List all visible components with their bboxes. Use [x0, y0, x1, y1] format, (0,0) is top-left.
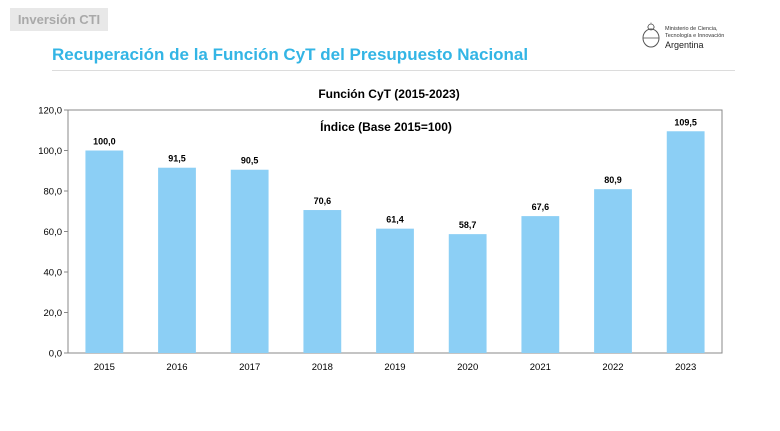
- x-tick-label: 2018: [312, 362, 333, 373]
- bar: [594, 189, 632, 353]
- x-tick-label: 2019: [384, 362, 405, 373]
- y-tick-label: 100,0: [38, 146, 62, 157]
- y-tick-label: 0,0: [49, 349, 62, 360]
- logo-line-2: Tecnología e Innovación: [665, 33, 725, 39]
- bar: [158, 167, 196, 353]
- logo-line-1: Ministerio de Ciencia,: [665, 26, 718, 32]
- section-tag: Inversión CTI: [10, 8, 108, 31]
- bar-value-label: 80,9: [604, 175, 622, 185]
- x-tick-label: 2015: [94, 362, 115, 373]
- bar: [666, 131, 705, 353]
- bar-value-label: 70,6: [314, 196, 332, 206]
- y-tick-label: 120,0: [38, 106, 62, 117]
- argentina-seal-icon: [642, 22, 660, 48]
- chart-title: Función CyT (2015-2023): [318, 87, 459, 101]
- page-title: Recuperación de la Función CyT del Presu…: [52, 45, 529, 64]
- x-tick-label: 2020: [457, 362, 478, 373]
- bar: [521, 216, 560, 353]
- ministry-logo: Ministerio de Ciencia, Tecnología e Inno…: [640, 22, 740, 54]
- y-tick-label: 20,0: [44, 308, 63, 319]
- x-tick-label: 2016: [166, 362, 187, 373]
- bar-value-label: 58,7: [459, 220, 477, 230]
- x-tick-label: 2017: [239, 362, 260, 373]
- bar: [376, 228, 414, 353]
- x-tick-label: 2023: [675, 362, 696, 373]
- chart-subtitle: Índice (Base 2015=100): [320, 119, 452, 134]
- bar: [85, 150, 124, 353]
- y-tick-label: 80,0: [44, 187, 63, 198]
- bar: [230, 169, 269, 353]
- logo-country: Argentina: [665, 40, 704, 50]
- logo-text: Ministerio de Ciencia, Tecnología e Inno…: [665, 26, 724, 50]
- bar-value-label: 67,6: [532, 202, 550, 212]
- bar: [303, 210, 342, 353]
- title-divider: [52, 70, 735, 71]
- bar: [448, 234, 487, 353]
- x-tick-label: 2021: [530, 362, 551, 373]
- y-tick-label: 40,0: [44, 268, 63, 279]
- x-tick-label: 2022: [602, 362, 623, 373]
- bar-value-label: 91,5: [168, 154, 186, 164]
- bar-value-label: 100,0: [93, 137, 116, 147]
- bar-value-label: 61,4: [386, 215, 404, 225]
- bar-value-label: 90,5: [241, 156, 259, 166]
- bar-value-label: 109,5: [674, 117, 697, 127]
- y-tick-label: 60,0: [44, 227, 63, 238]
